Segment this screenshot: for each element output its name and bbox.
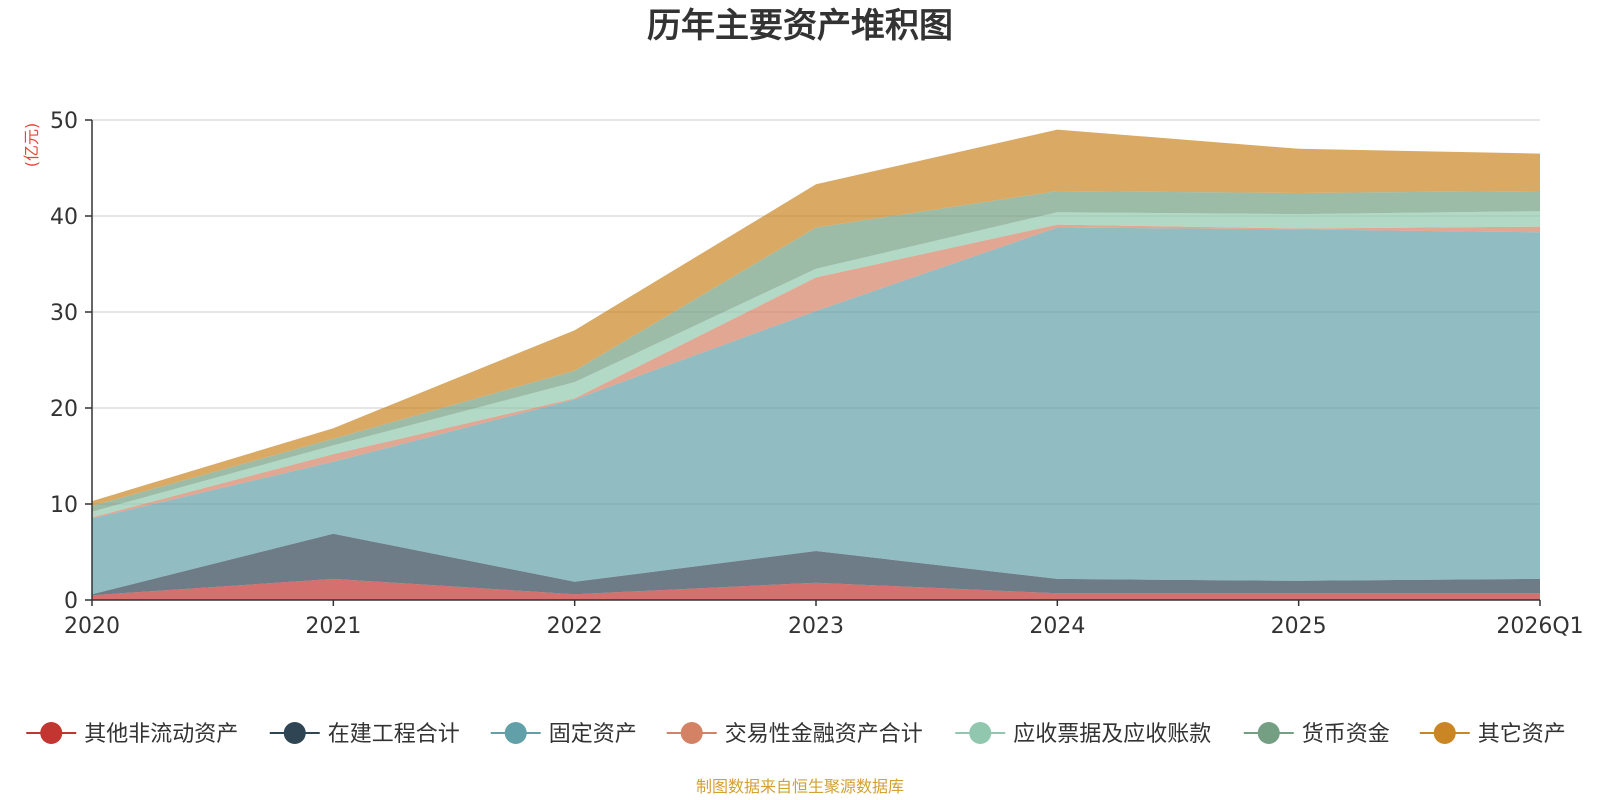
y-axis-unit-label: (亿元) [22,123,41,168]
x-tick-label: 2022 [547,614,603,639]
area-series-2 [92,533,1540,596]
x-tick-label: 2020 [64,614,120,639]
axes [85,119,1541,606]
y-tick-label: 50 [50,109,78,134]
x-tick-label: 2023 [788,614,844,639]
area-series-7 [92,129,1540,506]
data-source-note: 制图数据来自恒生聚源数据库 [696,777,904,796]
legend-item-7[interactable]: 其它资产 [1419,722,1566,747]
legend-label: 应收票据及应收账款 [1013,722,1211,747]
legend-marker-icon [680,722,703,744]
legend-label: 固定资产 [549,722,637,747]
legend-item-2[interactable]: 在建工程合计 [269,722,460,747]
legend-item-1[interactable]: 其他非流动资产 [26,722,238,747]
area-series-3 [92,227,1540,595]
legend[interactable]: 其他非流动资产 在建工程合计 固定资产 交易性金融资产合计 应收票据及应收账款 货币资金 其… [26,722,1566,747]
x-tick-label: 2024 [1029,614,1085,639]
legend-marker-icon [504,722,527,744]
x-axis-tick-labels: 2020 2021 2022 2023 2024 2025 2026Q1 [64,614,1584,639]
legend-label: 交易性金融资产合计 [725,722,923,747]
area-series-4 [92,224,1540,519]
legend-label: 其他非流动资产 [84,722,238,747]
legend-label: 其它资产 [1478,722,1566,747]
legend-item-6[interactable]: 货币资金 [1243,722,1390,747]
legend-item-4[interactable]: 交易性金融资产合计 [666,722,923,747]
area-series-1 [92,578,1540,600]
legend-label: 货币资金 [1302,722,1390,747]
chart-title: 历年主要资产堆积图 [647,6,953,46]
x-tick-label: 2025 [1271,614,1327,639]
series-areas [92,129,1540,600]
legend-label: 在建工程合计 [328,722,460,747]
y-tick-label: 0 [64,589,78,614]
y-tick-label: 30 [50,301,78,326]
legend-marker-icon [969,722,992,744]
legend-item-5[interactable]: 应收票据及应收账款 [955,722,1211,747]
area-series-6 [92,191,1540,512]
legend-marker-icon [40,722,63,744]
x-tick-label: 2026Q1 [1496,614,1583,639]
y-tick-label: 40 [50,205,78,230]
y-tick-label: 10 [50,493,78,518]
y-tick-label: 20 [50,397,78,422]
legend-marker-icon [283,722,306,744]
legend-item-3[interactable]: 固定资产 [490,722,637,747]
legend-marker-icon [1257,722,1280,744]
y-axis-tick-labels: 0 10 20 30 40 50 [50,109,78,614]
legend-marker-icon [1433,722,1456,744]
x-tick-label: 2021 [305,614,361,639]
area-series-5 [92,211,1540,518]
